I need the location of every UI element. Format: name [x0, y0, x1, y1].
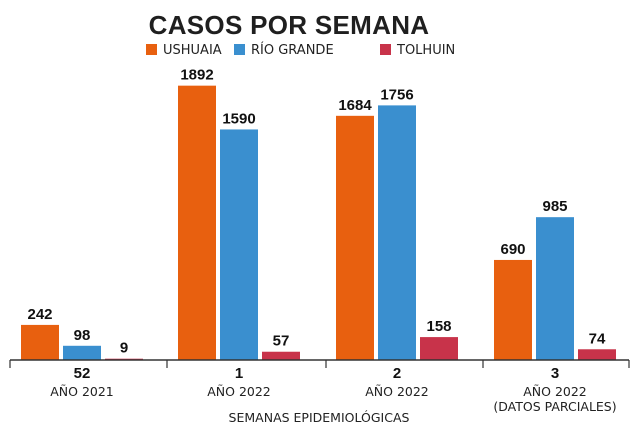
legend-swatch-ushuaia [146, 44, 157, 55]
bar-tolhuin-3 [578, 349, 616, 360]
value-label-ushuaia-2: 1684 [338, 97, 372, 114]
value-label-tolhuin-52: 9 [120, 340, 128, 357]
value-label-rio-grande-2: 1756 [380, 86, 413, 103]
year-label-2: AÑO 2022 [365, 384, 429, 399]
legend-label-tolhuin: TOLHUIN [396, 43, 455, 58]
bar-tolhuin-2 [420, 337, 458, 360]
year-label-52: AÑO 2021 [50, 384, 114, 399]
year-label-3: AÑO 2022 [523, 384, 587, 399]
value-label-tolhuin-1: 57 [273, 333, 290, 350]
legend-label-rio-grande: RÍO GRANDE [251, 42, 334, 58]
value-label-tolhuin-3: 74 [589, 330, 606, 347]
legend-label-ushuaia: USHUAIA [163, 43, 222, 58]
value-label-ushuaia-1: 1892 [180, 67, 213, 84]
value-label-ushuaia-3: 690 [500, 241, 525, 258]
value-label-rio-grande-3: 985 [542, 198, 567, 215]
note-label-3: (DATOS PARCIALES) [493, 399, 616, 414]
week-label-3: 3 [551, 365, 559, 382]
bar-tolhuin-1 [262, 351, 300, 360]
bar-ushuaia-52 [21, 324, 59, 360]
x-axis-ticks [9, 360, 630, 368]
week-label-2: 2 [393, 365, 401, 382]
value-label-ushuaia-52: 242 [27, 306, 52, 323]
bar-rio-grande-1 [220, 129, 258, 360]
bar-ushuaia-2 [336, 115, 374, 360]
value-label-rio-grande-1: 1590 [222, 110, 255, 127]
legend: USHUAIA RÍO GRANDE TOLHUIN [146, 42, 455, 58]
week-label-52: 52 [74, 365, 91, 382]
bars [21, 85, 616, 360]
bar-rio-grande-2 [378, 105, 416, 360]
legend-swatch-tolhuin [380, 44, 391, 55]
value-label-tolhuin-2: 158 [426, 318, 451, 335]
bar-rio-grande-52 [63, 345, 101, 360]
value-label-rio-grande-52: 98 [74, 327, 91, 344]
value-labels: 242 98 9 1892 1590 57 1684 1756 158 690 985 74 [27, 67, 606, 357]
bar-rio-grande-3 [536, 217, 574, 360]
week-label-1: 1 [235, 365, 243, 382]
legend-swatch-rio-grande [234, 44, 245, 55]
year-label-1: AÑO 2022 [207, 384, 271, 399]
chart-title: CASOS POR SEMANA [149, 10, 430, 40]
bar-ushuaia-3 [494, 259, 532, 360]
bar-ushuaia-1 [178, 85, 216, 360]
x-axis-title: SEMANAS EPIDEMIOLÓGICAS [229, 410, 410, 425]
